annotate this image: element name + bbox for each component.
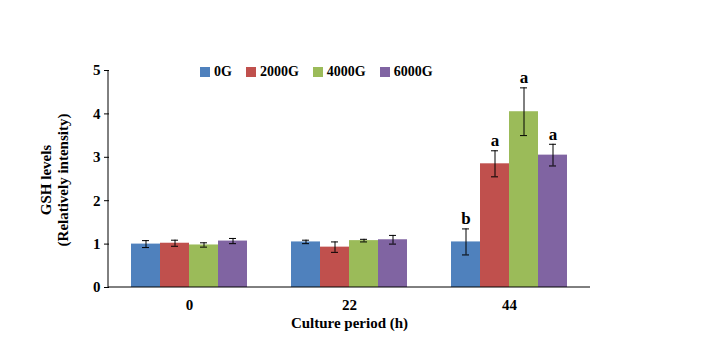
svg-text:a: a xyxy=(520,68,529,87)
svg-text:3: 3 xyxy=(93,149,101,165)
svg-text:22: 22 xyxy=(342,297,357,313)
svg-text:b: b xyxy=(461,209,470,228)
html-text:4000G: 4000G xyxy=(326,64,366,79)
svg-text:a: a xyxy=(491,131,500,150)
svg-text:4: 4 xyxy=(93,106,101,122)
svg-text:5: 5 xyxy=(93,62,101,78)
svg-text:2: 2 xyxy=(93,193,101,209)
svg-text:0: 0 xyxy=(93,279,101,295)
svg-text:1: 1 xyxy=(93,236,101,252)
html-text:6000G: 6000G xyxy=(393,64,433,79)
svg-text:44: 44 xyxy=(502,297,518,313)
svg-text:Culture period (h): Culture period (h) xyxy=(291,315,408,332)
svg-text:0: 0 xyxy=(186,297,194,313)
svg-text:a: a xyxy=(549,125,558,144)
html-text:0G: 0G xyxy=(214,64,232,79)
html-text:GSH levels (Relatively intensi: GSH levels (Relatively intensity) xyxy=(38,113,71,247)
html-text:2000G: 2000G xyxy=(259,64,299,79)
